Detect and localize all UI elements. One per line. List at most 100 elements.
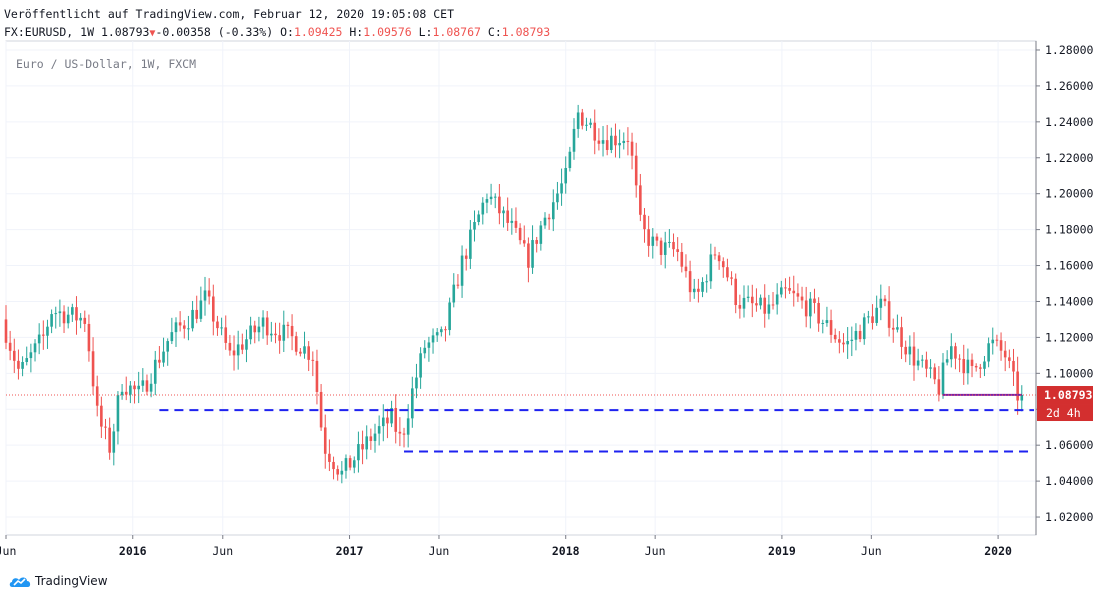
y-tick-label: 1.20000 [1045, 187, 1094, 201]
candle-body [610, 135, 613, 150]
high-value: 1.09576 [363, 25, 412, 39]
series-legend: Euro / US-Dollar, 1W, FXCM [16, 57, 196, 71]
candle-body [195, 309, 199, 319]
candle-body [788, 288, 791, 291]
tradingview-logo[interactable]: TradingView [8, 573, 108, 589]
candle-body [224, 327, 228, 343]
candle-body [282, 324, 286, 341]
candle-body [780, 287, 783, 295]
candle-body [37, 334, 41, 344]
candle-body [440, 329, 443, 333]
price-axis[interactable]: 1.28000 1.26000 1.24000 1.22000 1.20000 1.180… [1036, 43, 1094, 524]
candle-body [386, 417, 389, 424]
candle-body [655, 236, 659, 241]
candle-body [199, 300, 203, 319]
time-axis[interactable]: Jun 2016 Jun 2017 Jun 2018 Jun 2019 Jun 2020 [0, 535, 1012, 558]
candle-body [514, 220, 518, 228]
candle-body [522, 240, 526, 244]
candle-body [950, 346, 953, 360]
candle-body [100, 405, 103, 427]
x-tick-label: 2017 [336, 544, 364, 558]
candle-body [344, 458, 348, 471]
horizontal-lines [6, 393, 1036, 453]
y-tick-label: 1.16000 [1045, 259, 1094, 273]
candle-body [427, 342, 431, 348]
y-tick-label: 1.14000 [1045, 294, 1094, 308]
candle-body [651, 236, 655, 246]
candle-body [311, 359, 315, 361]
candle-body [1020, 395, 1024, 401]
candle-body [697, 288, 700, 292]
candle-body [153, 359, 157, 384]
candle-body [25, 358, 29, 363]
candle-body [236, 344, 240, 356]
candle-body [991, 339, 995, 344]
low-value: 1.08767 [432, 25, 481, 39]
candle-body [129, 385, 132, 395]
candle-body [348, 458, 352, 468]
candle-body [643, 214, 646, 230]
candle-body [974, 365, 978, 368]
candle-body [879, 298, 883, 308]
candle-body [12, 350, 16, 361]
candle-body [966, 359, 970, 374]
candle-body [945, 359, 949, 363]
candle-body [104, 426, 107, 428]
candle-body [618, 143, 621, 146]
candle-body [431, 335, 435, 343]
x-tick-label: 2020 [984, 544, 1012, 558]
close-value: 1.08793 [501, 25, 551, 39]
candle-body [75, 307, 78, 321]
candle-body [941, 362, 945, 395]
candle-body [929, 367, 932, 369]
candle-body [54, 313, 58, 315]
candle-body [253, 325, 257, 333]
countdown-box [1037, 404, 1093, 422]
candle-body [846, 341, 849, 345]
candle-body [141, 380, 145, 386]
candle-body [883, 298, 887, 302]
published-text: Veröffentlicht auf TradingView.com, Febr… [4, 7, 455, 21]
x-tick-label: Jun [0, 544, 16, 558]
candle-body [585, 124, 588, 126]
candle-body [750, 296, 754, 304]
candle-body [357, 444, 360, 461]
candle-body [647, 229, 650, 246]
candle-body [821, 323, 825, 325]
candle-body [456, 284, 460, 286]
candle-body [228, 342, 232, 351]
candle-body [377, 426, 381, 434]
candle-body [775, 294, 779, 305]
x-tick-label: 2016 [119, 544, 147, 558]
candle-body [891, 327, 895, 330]
candle-body [568, 151, 572, 169]
candle-body [713, 254, 717, 256]
candle-body [116, 395, 120, 432]
x-tick-label: Jun [429, 544, 450, 558]
candles [4, 104, 1024, 484]
candle-body [191, 309, 194, 329]
candle-body [369, 436, 373, 441]
candle-body [8, 342, 12, 351]
candle-body [17, 360, 20, 369]
candle-body [464, 255, 468, 259]
candle-body [274, 333, 277, 336]
candle-body [423, 347, 427, 354]
candle-body [838, 339, 841, 343]
candle-body [352, 460, 356, 468]
candle-body [481, 202, 485, 215]
candle-body [676, 249, 679, 252]
candle-body [460, 255, 464, 286]
candle-body [746, 296, 750, 298]
candle-body [887, 301, 891, 328]
candle-body [361, 444, 364, 450]
candle-body [299, 351, 302, 354]
candle-body [278, 335, 281, 341]
candle-body [680, 251, 684, 267]
candle-body [854, 330, 858, 340]
candle-body [862, 317, 866, 340]
open-value: 1.09425 [293, 25, 343, 39]
candle-body [207, 290, 211, 297]
last-price: 1.08793 [100, 25, 150, 39]
